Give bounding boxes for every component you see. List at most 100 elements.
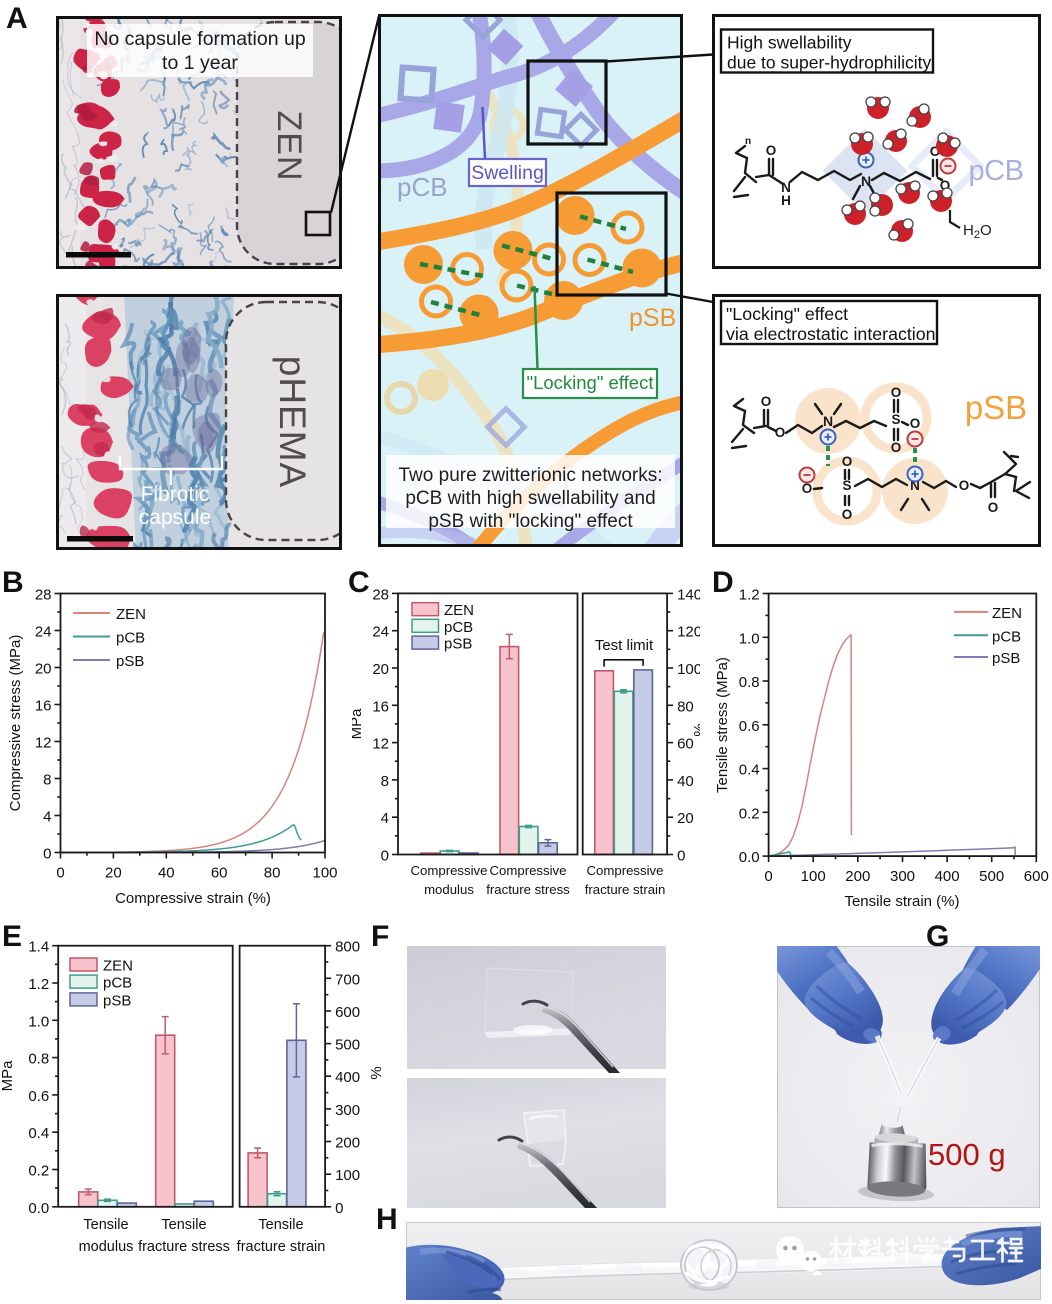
svg-text:0.2: 0.2 <box>28 1163 49 1180</box>
svg-text:O: O <box>802 481 813 496</box>
svg-text:MPa: MPa <box>352 708 365 740</box>
svg-text:0: 0 <box>677 848 685 865</box>
svg-text:N: N <box>823 413 833 429</box>
svg-text:%: % <box>368 1066 385 1079</box>
svg-text:1.4: 1.4 <box>28 939 49 956</box>
svg-text:200: 200 <box>335 1135 360 1152</box>
svg-text:to 1 year: to 1 year <box>162 52 238 74</box>
svg-text:pCB: pCB <box>116 630 145 647</box>
svg-text:300: 300 <box>890 868 915 885</box>
svg-text:"Locking" effect: "Locking" effect <box>726 304 848 324</box>
svg-text:1.0: 1.0 <box>28 1013 49 1030</box>
svg-text:20: 20 <box>372 661 389 678</box>
svg-text:No capsule formation up: No capsule formation up <box>94 28 306 50</box>
svg-text:O: O <box>891 440 902 455</box>
svg-text:fracture strain: fracture strain <box>585 882 666 897</box>
svg-text:0: 0 <box>381 848 389 865</box>
svg-text:600: 600 <box>335 1004 360 1021</box>
svg-text:500: 500 <box>335 1037 360 1054</box>
svg-text:modulus: modulus <box>424 882 474 897</box>
svg-text:O: O <box>959 478 970 493</box>
svg-text:28: 28 <box>372 586 389 603</box>
svg-text:100: 100 <box>801 868 826 885</box>
svg-text:140: 140 <box>677 586 702 603</box>
svg-text:Tensile: Tensile <box>258 1217 303 1233</box>
svg-text:O: O <box>842 507 853 522</box>
svg-text:pSB: pSB <box>103 992 131 1009</box>
svg-text:4: 4 <box>381 810 389 827</box>
svg-text:Tensile stress (MPa): Tensile stress (MPa) <box>714 657 731 793</box>
svg-text:pCB: pCB <box>397 172 448 202</box>
svg-text:ZEN: ZEN <box>444 602 474 619</box>
svg-text:O: O <box>910 416 921 431</box>
svg-text:0: 0 <box>56 865 64 882</box>
svg-text:O: O <box>761 394 772 409</box>
svg-text:0: 0 <box>764 868 772 885</box>
svg-text:40: 40 <box>158 865 175 882</box>
svg-text:Compressive stress (MPa): Compressive stress (MPa) <box>7 635 24 812</box>
svg-text:due to super-hydrophilicity: due to super-hydrophilicity <box>727 53 932 73</box>
svg-text:ZEN: ZEN <box>270 111 308 182</box>
svg-text:pSB: pSB <box>629 304 676 332</box>
svg-text:N: N <box>910 478 920 493</box>
svg-text:80: 80 <box>264 865 281 882</box>
svg-text:pCB with high swellability and: pCB with high swellability and <box>405 488 655 509</box>
svg-text:1.0: 1.0 <box>739 630 760 647</box>
svg-text:0.2: 0.2 <box>739 805 760 822</box>
svg-text:100: 100 <box>677 661 702 678</box>
svg-text:Test limit: Test limit <box>595 637 654 654</box>
svg-text:0.4: 0.4 <box>739 762 760 779</box>
svg-text:0.8: 0.8 <box>28 1051 49 1068</box>
svg-text:O: O <box>842 454 853 469</box>
svg-text:200: 200 <box>845 868 870 885</box>
svg-text:100: 100 <box>312 865 337 882</box>
svg-text:40: 40 <box>677 773 694 790</box>
svg-text:0.6: 0.6 <box>28 1088 49 1105</box>
svg-text:pSB: pSB <box>444 636 472 653</box>
svg-text:20: 20 <box>105 865 122 882</box>
svg-text:20: 20 <box>35 661 52 678</box>
svg-text:1.2: 1.2 <box>739 587 760 604</box>
svg-text:High swellability: High swellability <box>727 33 852 53</box>
svg-text:Tensile strain (%): Tensile strain (%) <box>844 893 959 910</box>
svg-text:via electrostatic interaction: via electrostatic interaction <box>726 324 936 344</box>
svg-text:60: 60 <box>211 865 228 882</box>
svg-text:1.2: 1.2 <box>28 976 49 993</box>
svg-text:28: 28 <box>35 587 52 604</box>
svg-text:0: 0 <box>335 1200 343 1217</box>
svg-text:0.0: 0.0 <box>28 1200 49 1217</box>
svg-text:400: 400 <box>935 868 960 885</box>
svg-text:N: N <box>781 180 791 195</box>
svg-text:600: 600 <box>1024 868 1049 885</box>
svg-text:4: 4 <box>43 809 51 826</box>
svg-text:Two pure zwitterionic networks: Two pure zwitterionic networks: <box>399 465 663 486</box>
svg-text:pHEMA: pHEMA <box>272 356 313 488</box>
svg-text:80: 80 <box>677 698 694 715</box>
svg-text:MPa: MPa <box>0 1060 16 1092</box>
svg-text:16: 16 <box>35 698 52 715</box>
svg-text:100: 100 <box>335 1167 360 1184</box>
svg-text:Fibrotic: Fibrotic <box>141 483 210 506</box>
svg-text:pSB: pSB <box>965 389 1027 426</box>
svg-text:O: O <box>891 385 902 400</box>
svg-text:pSB: pSB <box>116 653 144 670</box>
svg-text:H2O: H2O <box>963 222 992 241</box>
svg-text:capsule: capsule <box>139 506 211 529</box>
svg-text:Compressive: Compressive <box>411 863 488 878</box>
svg-text:H: H <box>781 193 791 208</box>
svg-text:Swelling: Swelling <box>471 162 544 184</box>
svg-text:fracture stress: fracture stress <box>486 882 570 897</box>
svg-text:0.6: 0.6 <box>739 718 760 735</box>
svg-text:500 g: 500 g <box>928 1137 1006 1172</box>
svg-text:Tensile: Tensile <box>83 1217 128 1233</box>
svg-text:0.0: 0.0 <box>739 849 760 866</box>
svg-text:fracture stress: fracture stress <box>138 1239 230 1255</box>
svg-text:500: 500 <box>979 868 1004 885</box>
svg-text:fracture strain: fracture strain <box>237 1239 326 1255</box>
svg-text:O: O <box>930 144 941 159</box>
svg-text:Compressive: Compressive <box>490 863 567 878</box>
svg-text:N: N <box>861 173 871 189</box>
svg-text:ZEN: ZEN <box>992 605 1022 622</box>
svg-text:8: 8 <box>43 772 51 789</box>
svg-text:pSB: pSB <box>992 650 1020 667</box>
